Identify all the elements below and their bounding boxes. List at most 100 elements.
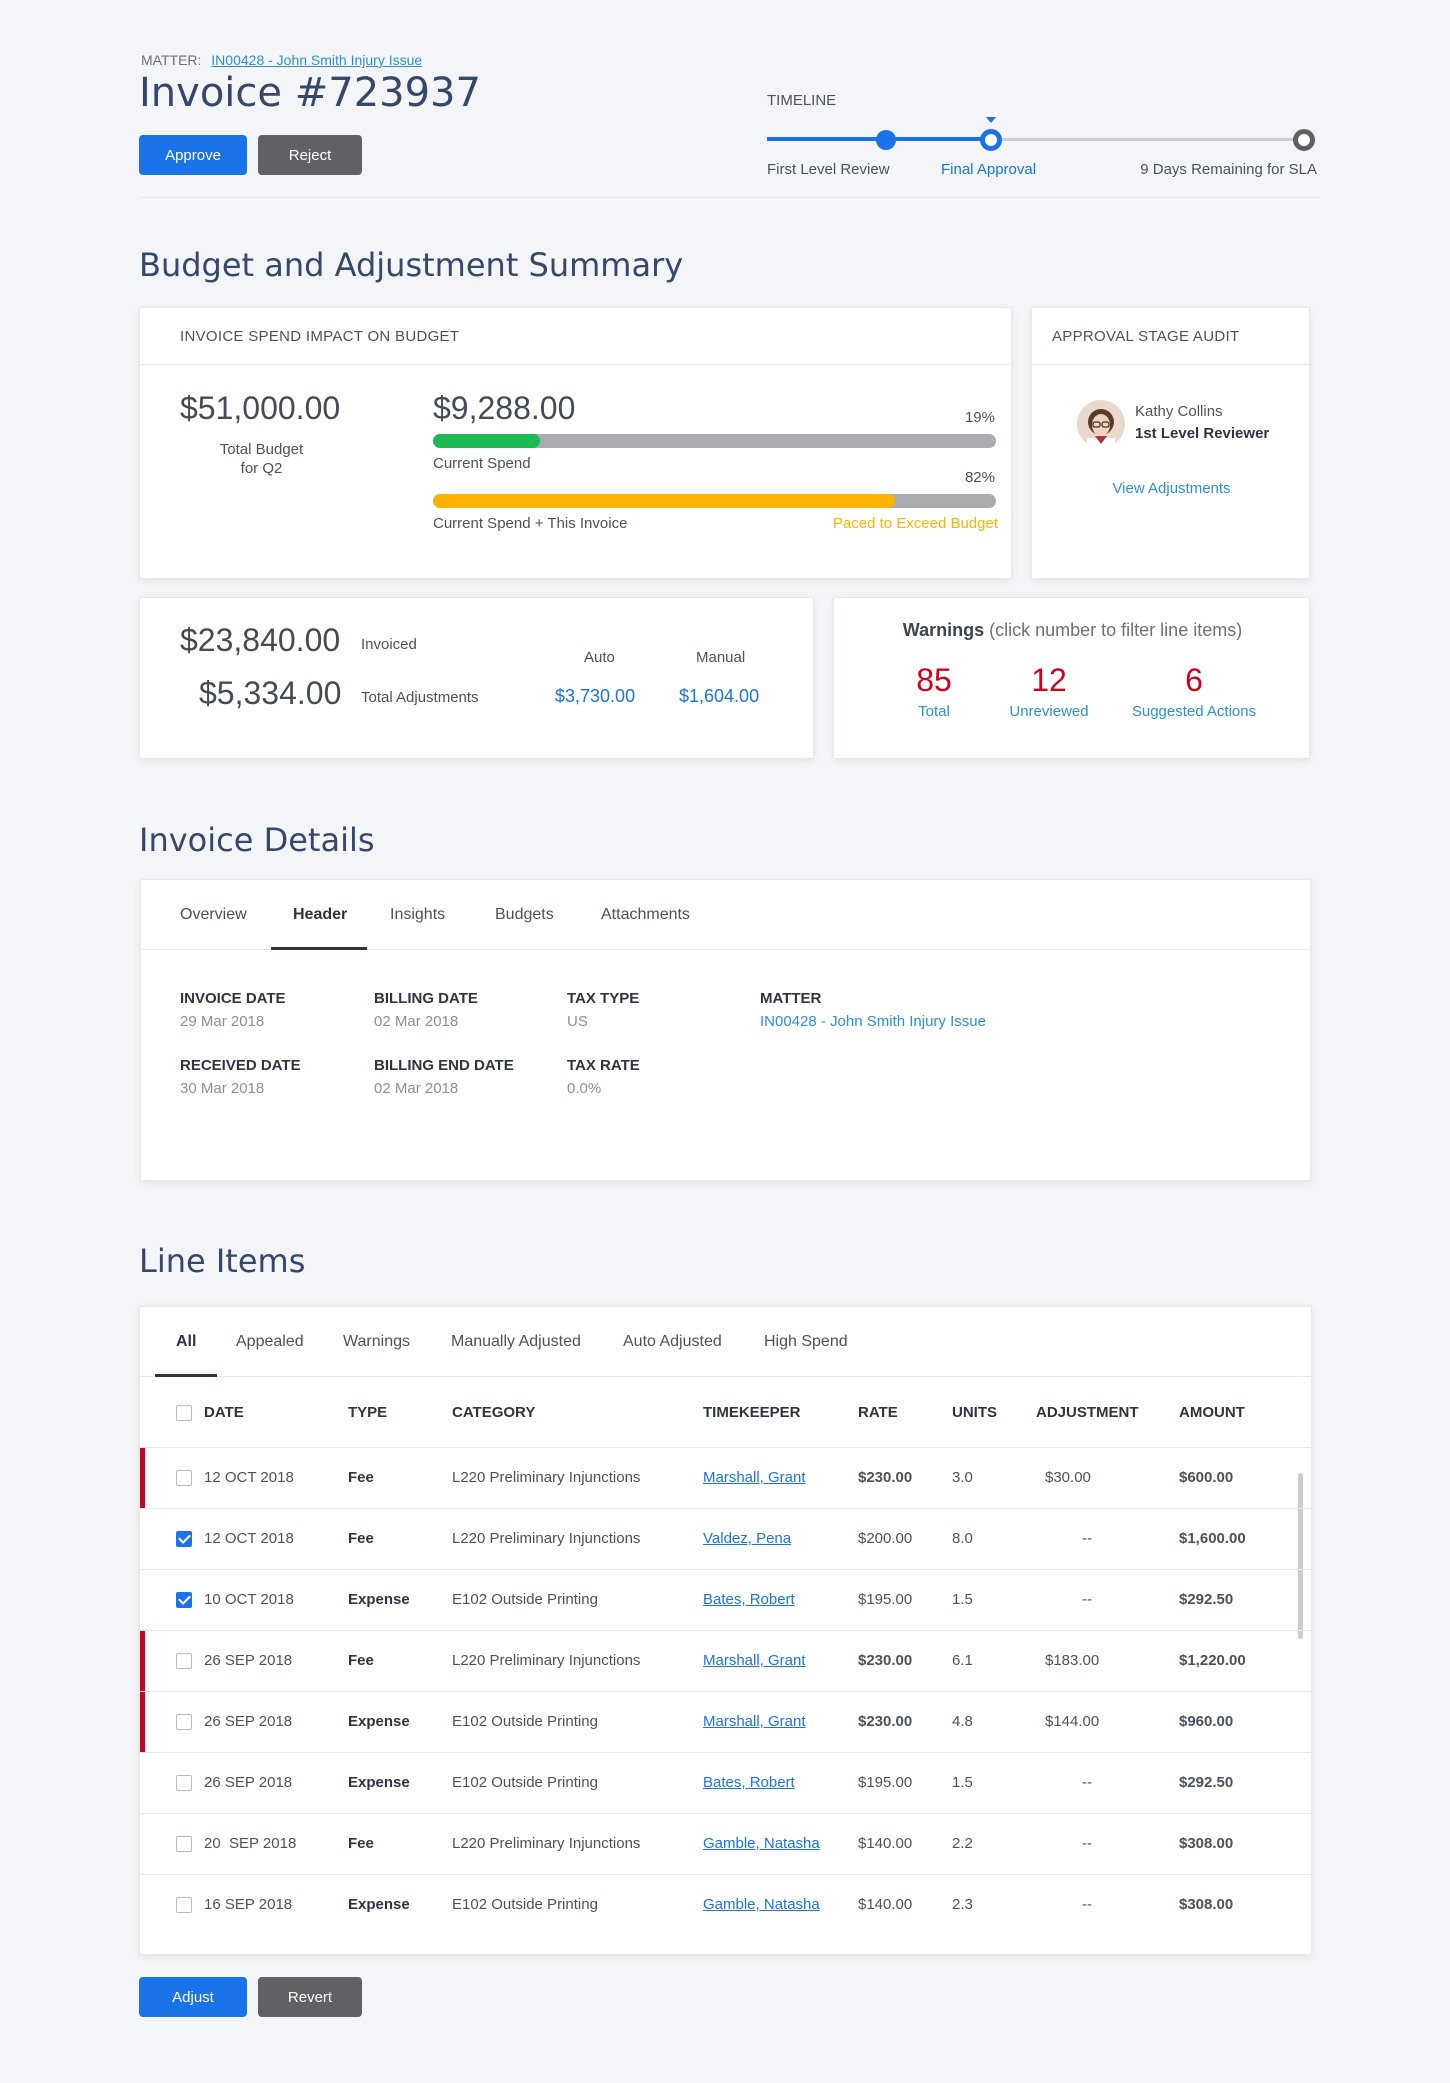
table-row[interactable]: 12 OCT 2018 Fee L220 Preliminary Injunctio… — [140, 1446, 1311, 1508]
row-type: Fee — [348, 1446, 452, 1508]
row-timekeeper-link[interactable]: Bates, Robert — [703, 1591, 795, 1608]
auto-value[interactable]: $3,730.00 — [555, 686, 636, 706]
active-tab-indicator — [271, 947, 367, 950]
line-items-tabs: All Appealed Warnings Manually Adjusted … — [140, 1307, 1311, 1377]
col-units[interactable]: UNITS — [952, 1404, 997, 1422]
warnings-unreviewed[interactable]: 12 Unreviewed — [999, 662, 1099, 720]
row-timekeeper-link[interactable]: Marshall, Grant — [703, 1713, 806, 1730]
row-timekeeper-cell: Bates, Robert — [703, 1751, 858, 1813]
tab-manually-adjusted[interactable]: Manually Adjusted — [451, 1333, 581, 1350]
row-amount: $600.00 — [1179, 1446, 1311, 1508]
row-checkbox[interactable] — [176, 1775, 192, 1792]
row-date: 26 SEP 2018 — [204, 1751, 348, 1813]
current-spend-pct: 19% — [964, 409, 995, 426]
current-spend-bar-fill — [433, 434, 540, 448]
tab-header[interactable]: Header — [293, 906, 348, 923]
total-adjustments-label: Total Adjustments — [361, 689, 479, 706]
warnings-unreviewed-label[interactable]: Unreviewed — [1009, 703, 1089, 720]
row-rate: $200.00 — [858, 1507, 952, 1569]
timeline-step-1-dot[interactable] — [876, 130, 896, 150]
tab-high-spend[interactable]: High Spend — [764, 1333, 848, 1350]
timeline-step-3-dot[interactable] — [1293, 129, 1315, 151]
invoiced-card: $23,840.00 Invoiced $5,334.00 Total Adju… — [139, 597, 814, 759]
adjust-button[interactable]: Adjust — [139, 1977, 247, 2017]
auto-label: Auto — [584, 649, 615, 666]
select-all-checkbox[interactable] — [176, 1405, 192, 1422]
details-tabs: Overview Header Insights Budgets Attachm… — [141, 880, 1310, 950]
reject-button[interactable]: Reject — [258, 135, 362, 175]
view-adjustments-link[interactable]: View Adjustments — [1112, 480, 1231, 497]
row-amount: $960.00 — [1179, 1690, 1311, 1752]
warnings-total-value[interactable]: 85 — [916, 662, 952, 698]
table-row[interactable]: 10 OCT 2018 Expense E102 Outside Printing B… — [140, 1568, 1311, 1630]
row-timekeeper-link[interactable]: Gamble, Natasha — [703, 1896, 820, 1914]
line-items-body: 12 OCT 2018 Fee L220 Preliminary Injunctio… — [140, 1446, 1311, 1935]
row-adjustment: $144.00 — [1036, 1690, 1179, 1752]
warnings-total[interactable]: 85 Total — [884, 662, 984, 720]
warnings-unreviewed-value[interactable]: 12 — [1031, 662, 1067, 698]
row-select-cell — [140, 1507, 204, 1569]
row-rate: $195.00 — [858, 1751, 952, 1813]
row-checkbox[interactable] — [176, 1531, 192, 1548]
matter-field-link[interactable]: IN00428 - John Smith Injury Issue — [760, 1013, 986, 1030]
warnings-suggested-label[interactable]: Suggested Actions — [1131, 703, 1257, 720]
warnings-suggested[interactable]: 6 Suggested Actions — [1114, 662, 1274, 720]
row-date: 16 SEP 2018 — [204, 1873, 348, 1935]
row-units: 3.0 — [952, 1446, 1036, 1508]
tab-auto-adjusted[interactable]: Auto Adjusted — [623, 1333, 722, 1350]
row-timekeeper-link[interactable]: Valdez, Pena — [703, 1530, 792, 1547]
row-timekeeper-link[interactable]: Bates, Robert — [703, 1774, 795, 1791]
col-timekeeper[interactable]: TIMEKEEPER — [703, 1404, 801, 1422]
table-row[interactable]: 12 OCT 2018 Fee L220 Preliminary Injunctio… — [140, 1507, 1311, 1569]
timeline-label: TIMELINE — [767, 92, 837, 109]
row-checkbox[interactable] — [176, 1470, 192, 1487]
timeline-step-2-dot[interactable] — [980, 129, 1002, 151]
row-select-cell — [140, 1690, 204, 1752]
warnings-total-label[interactable]: Total — [918, 703, 950, 720]
row-checkbox[interactable] — [176, 1653, 192, 1670]
row-category: E102 Outside Printing — [452, 1873, 703, 1935]
tab-attachments[interactable]: Attachments — [601, 906, 690, 923]
line-items-table: DATE TYPE CATEGORY TIMEKEEPER RATE UNITS… — [140, 1379, 1311, 1935]
tab-overview[interactable]: Overview — [180, 906, 247, 923]
row-timekeeper-cell: Valdez, Pena — [703, 1507, 858, 1569]
col-amount[interactable]: AMOUNT — [1179, 1404, 1245, 1422]
table-row[interactable]: 20 SEP 2018 Fee L220 Preliminary Injunctio… — [140, 1812, 1311, 1874]
row-timekeeper-link[interactable]: Marshall, Grant — [703, 1469, 806, 1486]
manual-label: Manual — [696, 649, 746, 666]
field-billing-date: BILLING DATE 02 Mar 2018 — [374, 990, 478, 1030]
row-checkbox[interactable] — [176, 1714, 192, 1731]
approve-button[interactable]: Approve — [139, 135, 247, 175]
col-adjustment[interactable]: ADJUSTMENT — [1036, 1404, 1139, 1422]
matter-link[interactable]: IN00428 - John Smith Injury Issue — [211, 52, 423, 68]
row-checkbox[interactable] — [176, 1897, 192, 1914]
row-timekeeper-link[interactable]: Gamble, Natasha — [703, 1835, 820, 1852]
table-row[interactable]: 26 SEP 2018 Expense E102 Outside Printing M… — [140, 1690, 1311, 1752]
warnings-card: Warnings (click number to filter line it… — [833, 597, 1310, 759]
tab-appealed[interactable]: Appealed — [236, 1333, 304, 1350]
col-rate[interactable]: RATE — [858, 1404, 898, 1422]
row-adjustment: -- — [1036, 1751, 1179, 1813]
row-adjustment: -- — [1036, 1812, 1179, 1874]
col-type[interactable]: TYPE — [348, 1404, 388, 1422]
row-category: L220 Preliminary Injunctions — [452, 1446, 703, 1508]
manual-value[interactable]: $1,604.00 — [679, 686, 760, 706]
line-items-active-tab-indicator — [155, 1374, 217, 1377]
row-timekeeper-link[interactable]: Marshall, Grant — [703, 1652, 806, 1669]
revert-button[interactable]: Revert — [258, 1977, 362, 2017]
warnings-suggested-value[interactable]: 6 — [1185, 662, 1203, 698]
tab-all[interactable]: All — [176, 1333, 197, 1350]
tab-warnings[interactable]: Warnings — [343, 1333, 410, 1350]
col-date[interactable]: DATE — [204, 1404, 244, 1422]
table-row[interactable]: 16 SEP 2018 Expense E102 Outside Printing G… — [140, 1873, 1311, 1935]
row-checkbox[interactable] — [176, 1592, 192, 1609]
row-checkbox[interactable] — [176, 1836, 192, 1853]
current-spend-value: $9,288.00 — [433, 390, 576, 426]
line-items-card: All Appealed Warnings Manually Adjusted … — [139, 1306, 1312, 1955]
col-category[interactable]: CATEGORY — [452, 1404, 536, 1422]
tab-budgets[interactable]: Budgets — [495, 906, 554, 923]
row-units: 2.2 — [952, 1812, 1036, 1874]
tab-insights[interactable]: Insights — [390, 906, 446, 923]
table-row[interactable]: 26 SEP 2018 Expense E102 Outside Printing B… — [140, 1751, 1311, 1813]
table-row[interactable]: 26 SEP 2018 Fee L220 Preliminary Injunctio… — [140, 1629, 1311, 1691]
